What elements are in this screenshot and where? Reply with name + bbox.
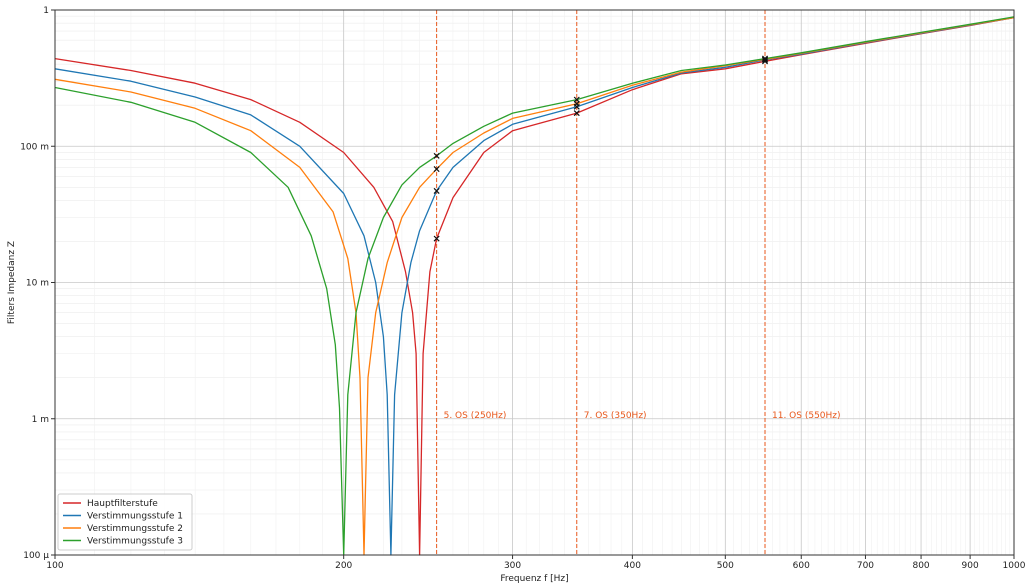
y-tick-label: 100 m (20, 142, 49, 152)
marker-x (573, 110, 580, 117)
series-lines (54, 16, 1015, 556)
marker-x (573, 96, 580, 103)
legend-label: Verstimmungsstufe 1 (87, 512, 183, 522)
x-axis-title: Frequenz f [Hz] (500, 574, 568, 584)
x-tick-label: 300 (504, 561, 521, 571)
y-tick-label: 1 m (32, 415, 49, 425)
x-tick-label: 600 (793, 561, 810, 571)
x-tick-label: 400 (624, 561, 641, 571)
marker-x (433, 152, 440, 159)
y-axis-title: Filters Impedanz Z (7, 241, 17, 324)
y-tick-label: 10 m (26, 279, 49, 289)
series-line (54, 16, 1015, 556)
harmonic-label: 5. OS (250Hz) (444, 411, 507, 421)
marker-x (761, 55, 769, 62)
legend: Hauptfilterstufe Verstimmungsstufe 1 Verst… (57, 493, 193, 551)
harmonic-markers (433, 55, 769, 242)
legend-label: Verstimmungsstufe 3 (87, 537, 183, 547)
x-tick-label: 700 (857, 561, 874, 571)
x-tick-label: 100 (46, 561, 63, 571)
x-tick-label: 800 (912, 561, 929, 571)
marker-x (433, 166, 440, 173)
y-tick-label: 1 (43, 6, 49, 16)
marker-x (433, 187, 440, 194)
series-line (54, 16, 1015, 556)
marker-x (433, 235, 440, 242)
harmonic-lines: 5. OS (250Hz) 7. OS (350Hz) 11. OS (550Hz) (436, 10, 841, 555)
legend-label: Verstimmungsstufe 2 (87, 524, 183, 534)
harmonic-label: 11. OS (550Hz) (772, 411, 841, 421)
series-line (54, 16, 1015, 556)
x-tick-label: 1000 (1003, 561, 1026, 571)
x-tick-label: 900 (962, 561, 979, 571)
harmonic-label: 7. OS (350Hz) (584, 411, 647, 421)
x-axis-ticks: 100 200 300 400 500 600 700 800 900 1000 (46, 555, 1026, 571)
x-tick-label: 200 (335, 561, 352, 571)
y-tick-label: 100 µ (23, 551, 49, 561)
series-line (54, 16, 1015, 556)
y-axis-ticks: 100 µ 1 m 10 m 100 m 1 (20, 6, 55, 561)
legend-label: Hauptfilterstufe (87, 499, 158, 509)
legend-box (57, 493, 193, 551)
grid (54, 9, 1015, 556)
x-tick-label: 500 (717, 561, 734, 571)
